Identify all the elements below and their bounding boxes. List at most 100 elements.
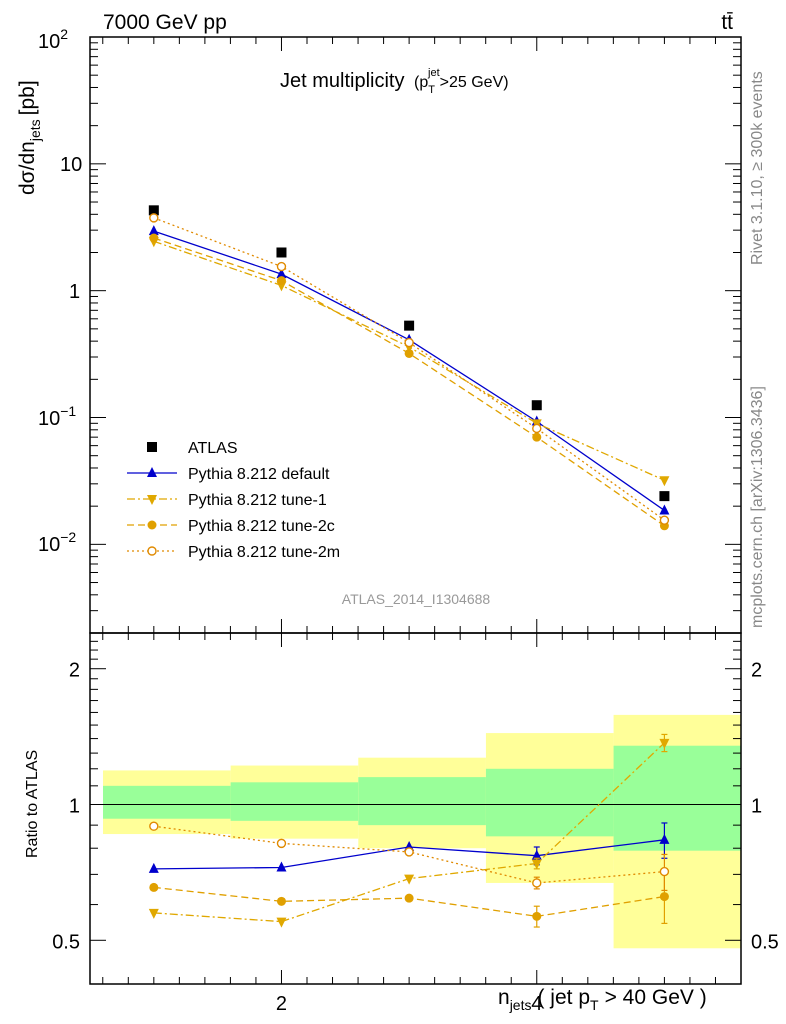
- ratio-point-1-2: [276, 861, 287, 872]
- ratio-point-2-1: [148, 908, 159, 919]
- x-tick-label-2: 4: [531, 993, 542, 1015]
- x-axis-label-rest: ( jet p: [537, 986, 590, 1009]
- main-point-3-5: [659, 476, 670, 487]
- main-point-2-1: [148, 225, 159, 236]
- ratio-point-1-5: [659, 833, 670, 844]
- main-title-sub-rest: >25 GeV): [440, 74, 509, 91]
- main-point-1-5: [659, 491, 670, 502]
- mcplots-label: mcplots.cern.ch [arXiv:1306.3436]: [749, 386, 766, 628]
- ratio-point-4-5: [659, 866, 670, 877]
- process-label: tt̄: [721, 11, 733, 34]
- ratio-point-4-2: [276, 838, 287, 849]
- legend-label-4: Pythia 8.212 tune-2c: [188, 518, 335, 535]
- x-axis-label: njets ( jet pT > 40 GeV ): [498, 986, 707, 1013]
- main-y-label: dσ/dnjets [pb]: [16, 80, 43, 195]
- main-title-sub-jet: jet: [427, 67, 440, 79]
- y-tick-label-0p01: 10−2: [38, 529, 76, 556]
- x-axis-label-end: > 40 GeV ): [605, 986, 707, 1009]
- ratio-point-3-4: [532, 911, 542, 921]
- main-y-tick-labels: 102 10 1 10−1 10−2: [38, 26, 82, 556]
- legend-marker-2: [147, 467, 157, 477]
- analysis-id: ATLAS_2014_I1304688: [342, 591, 491, 607]
- legend-entry-4: Pythia 8.212 tune-2c: [127, 518, 335, 535]
- main-point-1-2: [276, 247, 287, 258]
- main-title: Jet multiplicity (pTjet>25 GeV): [280, 67, 509, 96]
- band-inner-2: [230, 782, 359, 821]
- ratio-series-3: [149, 872, 669, 928]
- main-point-4-3: [404, 348, 414, 358]
- ratio-point-3-3: [404, 893, 414, 903]
- main-series-layer: [148, 205, 670, 531]
- y-tick-label-1: 1: [69, 281, 80, 303]
- legend-marker-4: [147, 520, 157, 530]
- legend: ATLAS Pythia 8.212 default Pythia 8.212 tu…: [127, 440, 340, 561]
- main-title-sub-T: T: [428, 84, 435, 96]
- y-tick-label-0p1-base: 10: [38, 408, 60, 430]
- energy-label: 7000 GeV pp: [103, 11, 227, 34]
- ratio-point-4-4: [532, 878, 542, 888]
- x-axis-label-sub: jets: [509, 997, 532, 1013]
- main-y-label-sub: jets: [27, 119, 43, 142]
- main-point-1-3: [404, 320, 415, 331]
- ratio-y-tick-label-left-2: 1: [69, 796, 80, 818]
- ratio-y-tick-label-right-3: 2: [751, 660, 762, 682]
- y-tick-label-10: 10: [60, 154, 82, 176]
- ratio-uncertainty-bands: [90, 714, 742, 949]
- main-point-1-1: [148, 205, 159, 216]
- main-series-4: [149, 233, 669, 531]
- ratio-y-tick-label-left-3: 2: [69, 660, 80, 682]
- band-inner-4: [485, 768, 614, 837]
- main-point-5-4: [532, 423, 542, 434]
- y-tick-label-0p1: 10−1: [38, 403, 76, 430]
- ratio-series-layer: [148, 733, 670, 928]
- main-point-5-3: [404, 337, 414, 348]
- x-tick-label-1: 2: [276, 993, 287, 1015]
- main-series-1: [148, 205, 670, 502]
- legend-label-1: ATLAS: [188, 440, 238, 457]
- ratio-y-tick-label-right-2: 1: [751, 796, 762, 818]
- band-inner-3: [358, 777, 486, 826]
- ratio-point-3-2: [276, 896, 286, 906]
- ratio-point-1-1: [148, 862, 159, 873]
- main-point-4-2: [276, 276, 286, 286]
- band-inner-5: [613, 745, 742, 851]
- main-point-2-2: [276, 268, 287, 279]
- legend-marker-3: [147, 495, 157, 505]
- ratio-point-4-3: [404, 847, 414, 857]
- main-point-1-4: [531, 400, 542, 411]
- band-inner-1: [103, 785, 231, 819]
- x-axis-label-n: n: [498, 986, 510, 1009]
- legend-marker-5: [147, 546, 157, 556]
- ratio-y-label: Ratio to ATLAS: [24, 750, 41, 858]
- ratio-y-tick-label-left-1: 0.5: [52, 931, 80, 953]
- main-point-4-1: [149, 233, 159, 243]
- y-tick-label-100-base: 10: [38, 31, 60, 53]
- y-tick-label-100-exp: 2: [60, 26, 68, 42]
- ratio-y-tick-label-right-1: 0.5: [751, 931, 779, 953]
- legend-marker-1: [147, 442, 157, 452]
- ratio-point-2-5: [659, 738, 670, 749]
- main-point-5-1: [149, 213, 159, 223]
- ratio-point-3-1: [149, 882, 159, 892]
- rivet-label: Rivet 3.1.10, ≥ 300k events: [749, 71, 766, 265]
- ratio-point-3-5: [659, 892, 669, 902]
- main-y-label-unit: [pb]: [16, 80, 39, 115]
- ratio-point-2-4: [531, 859, 542, 870]
- ratio-frame: [89, 632, 742, 985]
- legend-entry-2: Pythia 8.212 default: [127, 466, 330, 483]
- legend-entry-3: Pythia 8.212 tune-1: [127, 492, 327, 509]
- y-tick-label-100: 102: [38, 26, 68, 53]
- main-point-5-2: [276, 261, 287, 272]
- legend-label-3: Pythia 8.212 tune-1: [188, 492, 327, 509]
- legend-label-5: Pythia 8.212 tune-2m: [188, 544, 340, 561]
- legend-entry-5: Pythia 8.212 tune-2m: [127, 544, 340, 561]
- main-point-5-5: [659, 515, 670, 525]
- main-point-4-4: [532, 432, 542, 442]
- ratio-point-4-1: [149, 821, 159, 831]
- ratio-series-2: [148, 733, 670, 928]
- main-y-label-text: dσ/dn: [16, 141, 39, 195]
- axes-layer: 0.5 0.5 1 1 2 2 2 4: [52, 36, 779, 1015]
- legend-entry-1: ATLAS: [147, 440, 238, 457]
- ratio-point-2-2: [276, 917, 287, 928]
